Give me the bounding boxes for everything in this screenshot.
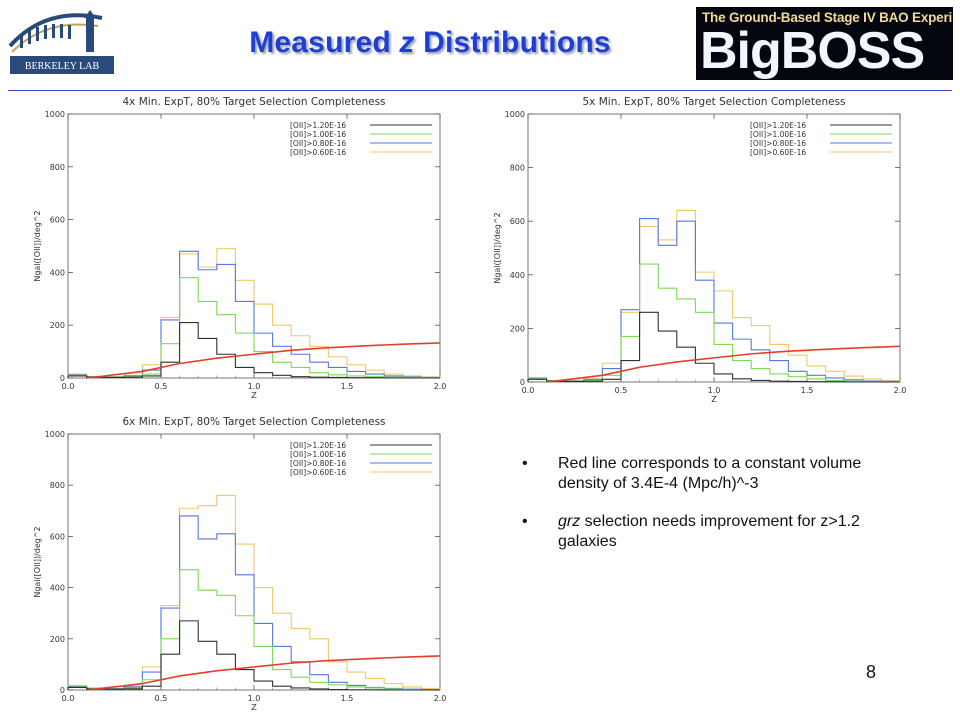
x-tick-label: 0.0 <box>62 382 75 391</box>
bullet-item: • grz selection needs improvement for z>1… <box>522 513 860 550</box>
legend-label: [OII]>0.80E-16 <box>750 139 806 148</box>
y-tick-label: 0 <box>60 374 65 383</box>
density-line <box>86 342 441 379</box>
y-axis-label: Ngal([OII])/deg^2 <box>493 212 502 283</box>
legend-label: [OII]>0.60E-16 <box>750 148 806 157</box>
x-tick-label: 0.0 <box>62 694 75 703</box>
chart-6x: 6x Min. ExpT, 80% Target Selection Compl… <box>30 414 450 720</box>
x-tick-label: 1.5 <box>341 382 354 391</box>
series-line <box>67 322 440 379</box>
x-tick-label: 1.5 <box>801 386 814 395</box>
header-divider <box>8 90 952 91</box>
x-tick-label: 2.0 <box>434 382 447 391</box>
page-number: 8 <box>866 662 877 682</box>
series-line <box>527 263 901 383</box>
y-tick-label: 400 <box>510 271 525 280</box>
density-line <box>86 655 441 691</box>
chart-5x: 5x Min. ExpT, 80% Target Selection Compl… <box>490 94 910 412</box>
y-tick-label: 1000 <box>45 430 65 439</box>
bullet-list: • Red line corresponds to a constant volu… <box>520 454 880 570</box>
legend-label: [OII]>0.80E-16 <box>290 459 346 468</box>
berkeley-lab-logo: BERKELEY LAB <box>6 8 118 78</box>
y-tick-label: 800 <box>510 164 525 173</box>
x-tick-label: 2.0 <box>434 694 447 703</box>
x-tick-label: 1.5 <box>341 694 354 703</box>
legend-label: [OII]>1.00E-16 <box>290 450 346 459</box>
y-tick-label: 200 <box>50 635 65 644</box>
legend-label: [OII]>0.80E-16 <box>290 139 346 148</box>
y-tick-label: 800 <box>50 481 65 490</box>
series-line <box>527 311 900 383</box>
y-tick-label: 0 <box>60 686 65 695</box>
series-line <box>527 217 901 383</box>
x-tick-label: 0.5 <box>155 694 168 703</box>
bigboss-logo: The Ground-Based Stage IV BAO Experiment… <box>696 7 953 80</box>
x-tick-label: 1.0 <box>248 382 261 391</box>
y-tick-label: 600 <box>50 216 65 225</box>
page-title: Measured z Distributions <box>249 26 611 59</box>
x-tick-label: 0.0 <box>522 386 535 395</box>
x-tick-label: 2.0 <box>894 386 907 395</box>
legend-label: [OII]>0.60E-16 <box>290 148 346 157</box>
series-line <box>67 569 441 691</box>
x-tick-label: 0.5 <box>615 386 628 395</box>
chart-title: 6x Min. ExpT, 80% Target Selection Compl… <box>122 416 385 428</box>
x-axis-label: Z <box>251 703 257 712</box>
legend-label: [OII]>1.00E-16 <box>750 130 806 139</box>
series-line <box>67 515 441 691</box>
y-tick-label: 400 <box>50 584 65 593</box>
berkeley-lab-logo-text: BERKELEY LAB <box>25 61 100 72</box>
y-tick-label: 1000 <box>45 110 65 119</box>
chart-title: 5x Min. ExpT, 80% Target Selection Compl… <box>582 96 845 108</box>
y-tick-label: 200 <box>510 324 525 333</box>
series-line <box>67 250 441 379</box>
y-tick-label: 200 <box>50 321 65 330</box>
x-axis-label: Z <box>711 395 717 404</box>
legend-label: [OII]>1.20E-16 <box>290 441 346 450</box>
density-line <box>546 345 901 383</box>
bullet-item: • Red line corresponds to a constant volu… <box>522 455 862 492</box>
y-axis-label: Ngal([OII])/deg^2 <box>33 526 42 597</box>
y-tick-label: 800 <box>50 163 65 172</box>
x-tick-label: 1.0 <box>248 694 261 703</box>
y-axis-label: Ngal([OII])/deg^2 <box>33 210 42 281</box>
x-tick-label: 0.5 <box>155 382 168 391</box>
bigboss-logo-title: BigBOSS <box>700 22 925 80</box>
y-tick-label: 600 <box>50 532 65 541</box>
chart-4x: 4x Min. ExpT, 80% Target Selection Compl… <box>30 94 450 408</box>
y-tick-label: 1000 <box>505 110 525 119</box>
bigboss-logo-subtitle: The Ground-Based Stage IV BAO Experiment <box>702 10 953 25</box>
x-axis-label: Z <box>251 391 257 400</box>
legend-label: [OII]>1.00E-16 <box>290 130 346 139</box>
y-tick-label: 400 <box>50 268 65 277</box>
x-tick-label: 1.0 <box>708 386 721 395</box>
legend-label: [OII]>1.20E-16 <box>290 121 346 130</box>
y-tick-label: 0 <box>520 378 525 387</box>
legend-label: [OII]>1.20E-16 <box>750 121 806 130</box>
chart-title: 4x Min. ExpT, 80% Target Selection Compl… <box>122 96 385 108</box>
y-tick-label: 600 <box>510 217 525 226</box>
series-line <box>67 620 440 691</box>
legend-label: [OII]>0.60E-16 <box>290 468 346 477</box>
